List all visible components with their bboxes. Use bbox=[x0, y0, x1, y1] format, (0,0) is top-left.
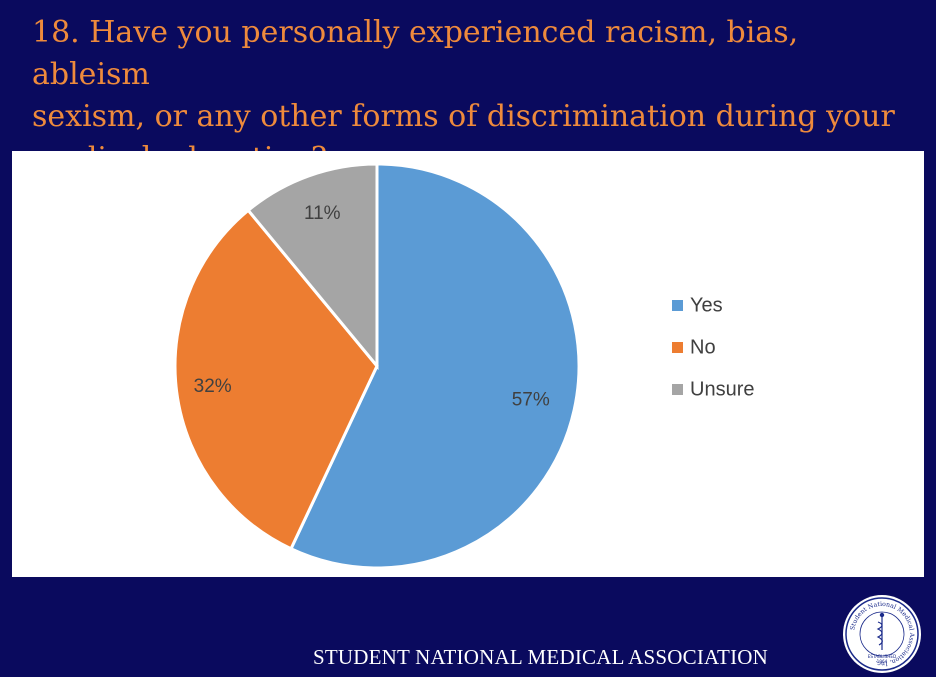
pie-slice-yes bbox=[288, 162, 581, 570]
data-label-no: 32% bbox=[194, 376, 232, 397]
header-banner: 18. Have you personally experienced raci… bbox=[0, 0, 936, 176]
pie-slices bbox=[173, 162, 581, 570]
chart-legend: Yes No Unsure bbox=[672, 294, 754, 400]
seal-established-text: ESTABLISHED bbox=[868, 654, 897, 659]
seal-year-text: 1964 bbox=[877, 659, 888, 664]
organization-name: STUDENT NATIONAL MEDICAL ASSOCIATION bbox=[313, 645, 768, 669]
pie-slice-no bbox=[173, 208, 379, 551]
legend-label-no: No bbox=[690, 336, 716, 358]
legend-label-yes: Yes bbox=[690, 294, 723, 316]
data-label-yes: 57% bbox=[512, 389, 550, 410]
footer-banner bbox=[0, 577, 936, 677]
legend-label-unsure: Unsure bbox=[690, 378, 754, 400]
legend-swatch-no bbox=[672, 342, 683, 353]
caduceus-icon bbox=[876, 612, 885, 650]
snma-seal-logo: Student National Medical Association, In… bbox=[843, 595, 921, 673]
legend-swatch-yes bbox=[672, 300, 683, 311]
legend-swatch-unsure bbox=[672, 384, 683, 395]
pie-slice-unsure bbox=[246, 162, 379, 371]
pie-chart: 57% 32% 11% Yes No Unsure bbox=[173, 162, 754, 570]
data-label-unsure: 11% bbox=[304, 203, 341, 224]
slide-title: 18. Have you personally experienced raci… bbox=[32, 15, 895, 176]
pie-data-labels: 57% 32% 11% bbox=[194, 203, 550, 410]
chart-area: 57% 32% 11% Yes No Unsure bbox=[12, 151, 924, 577]
